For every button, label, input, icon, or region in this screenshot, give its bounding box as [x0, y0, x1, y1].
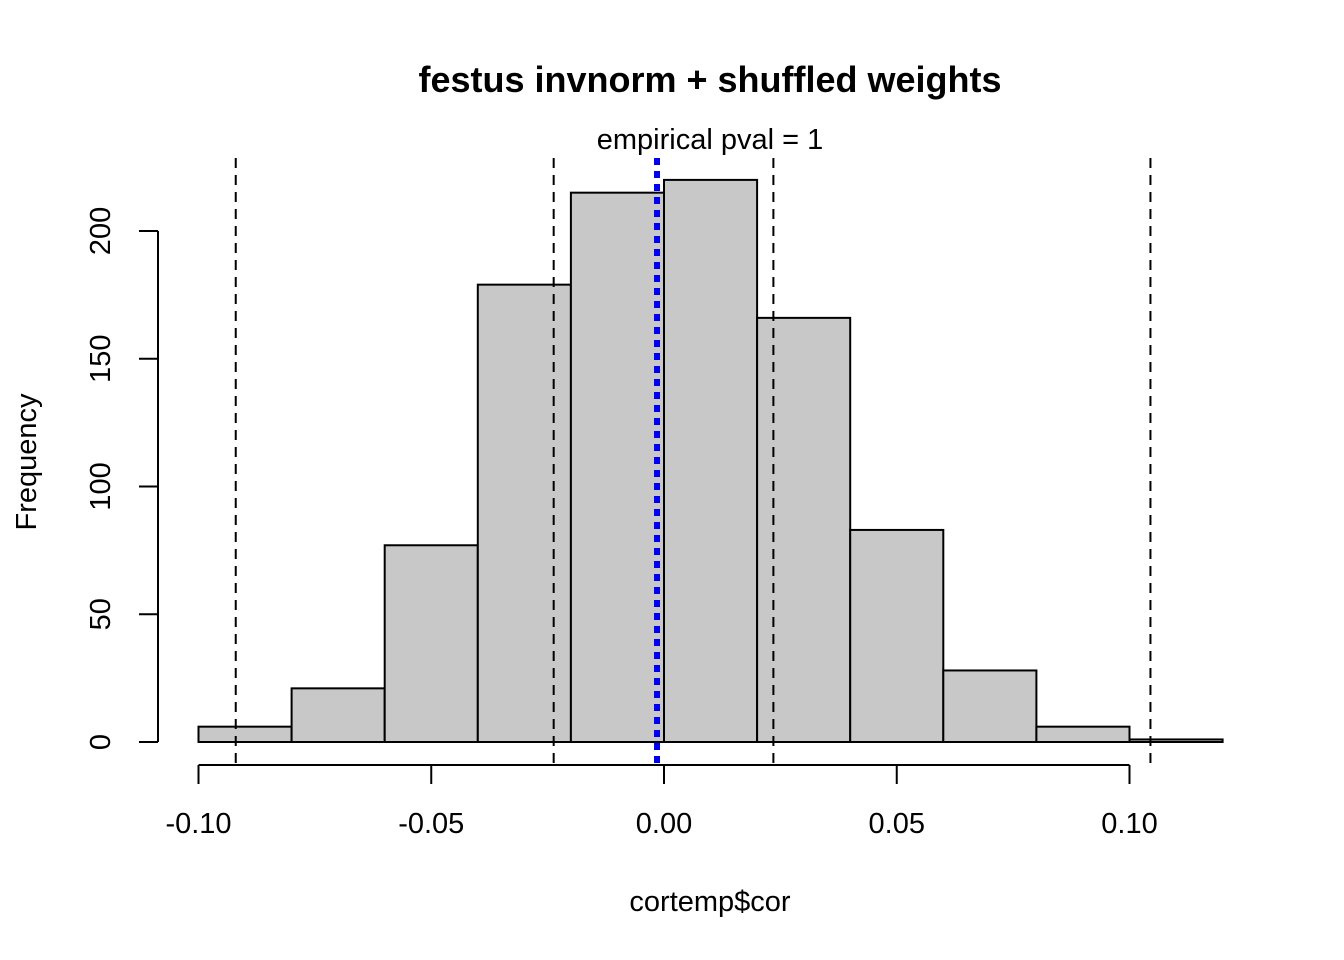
x-axis: -0.10 -0.05 0.00 0.05 0.10	[165, 764, 1158, 840]
y-tick-label: 0	[85, 734, 117, 750]
histogram-bars	[197, 178, 1224, 744]
y-axis-label: Frequency	[11, 393, 43, 531]
y-tick-label: 150	[85, 335, 117, 383]
histogram-bar	[476, 283, 572, 743]
histogram-bar	[569, 191, 666, 744]
y-tick-label: 50	[85, 598, 117, 630]
histogram-bar	[849, 528, 945, 743]
x-tick-label: 0.10	[1101, 808, 1157, 840]
histogram-bar	[383, 544, 479, 744]
histogram-bar	[663, 178, 759, 743]
y-axis: 0 50 100 150 200	[85, 207, 159, 750]
y-tick-label: 200	[85, 207, 117, 255]
histogram-bar	[942, 669, 1038, 744]
reference-lines	[234, 158, 1152, 765]
x-tick-label: 0.00	[636, 808, 692, 840]
chart-subtitle: empirical pval = 1	[597, 124, 823, 156]
histogram-bar	[1128, 738, 1224, 744]
histogram-bar	[1035, 725, 1131, 743]
x-tick-label: 0.05	[869, 808, 925, 840]
x-tick-label: -0.10	[165, 808, 231, 840]
histogram-bar	[756, 316, 852, 743]
histogram-bar	[197, 725, 293, 743]
chart-title: festus invnorm + shuffled weights	[418, 59, 1001, 100]
x-tick-label: -0.05	[398, 808, 464, 840]
histogram-bar	[290, 687, 386, 743]
y-tick-label: 100	[85, 462, 117, 510]
x-axis-label: cortemp$cor	[629, 886, 791, 918]
